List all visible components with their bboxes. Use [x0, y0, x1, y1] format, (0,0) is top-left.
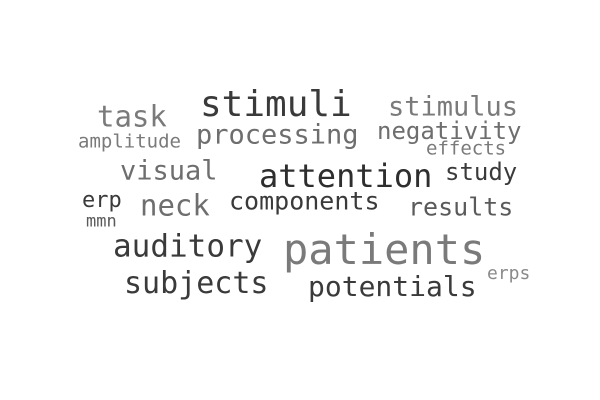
word-visual: visual — [120, 155, 218, 187]
word-stimuli: stimuli — [200, 84, 352, 125]
word-amplitude: amplitude — [78, 130, 181, 153]
word-subjects: subjects — [124, 266, 269, 301]
word-results: results — [408, 192, 514, 222]
word-stimulus: stimulus — [388, 91, 519, 123]
word-attention: attention — [259, 157, 433, 195]
word-erp: erp — [82, 188, 122, 213]
word-study: study — [445, 158, 518, 186]
word-patients: patients — [283, 225, 486, 274]
word-neck: neck — [140, 188, 210, 223]
word-mmn: mmn — [86, 211, 117, 232]
word-components: components — [229, 186, 380, 216]
word-negativity: negativity — [377, 117, 522, 145]
word-erps: erps — [487, 263, 531, 284]
word-potentials: potentials — [308, 270, 477, 303]
word-auditory: auditory — [113, 228, 263, 265]
word-task: task — [97, 99, 167, 134]
word-processing: processing — [196, 119, 359, 151]
word-effects: effects — [426, 137, 507, 160]
